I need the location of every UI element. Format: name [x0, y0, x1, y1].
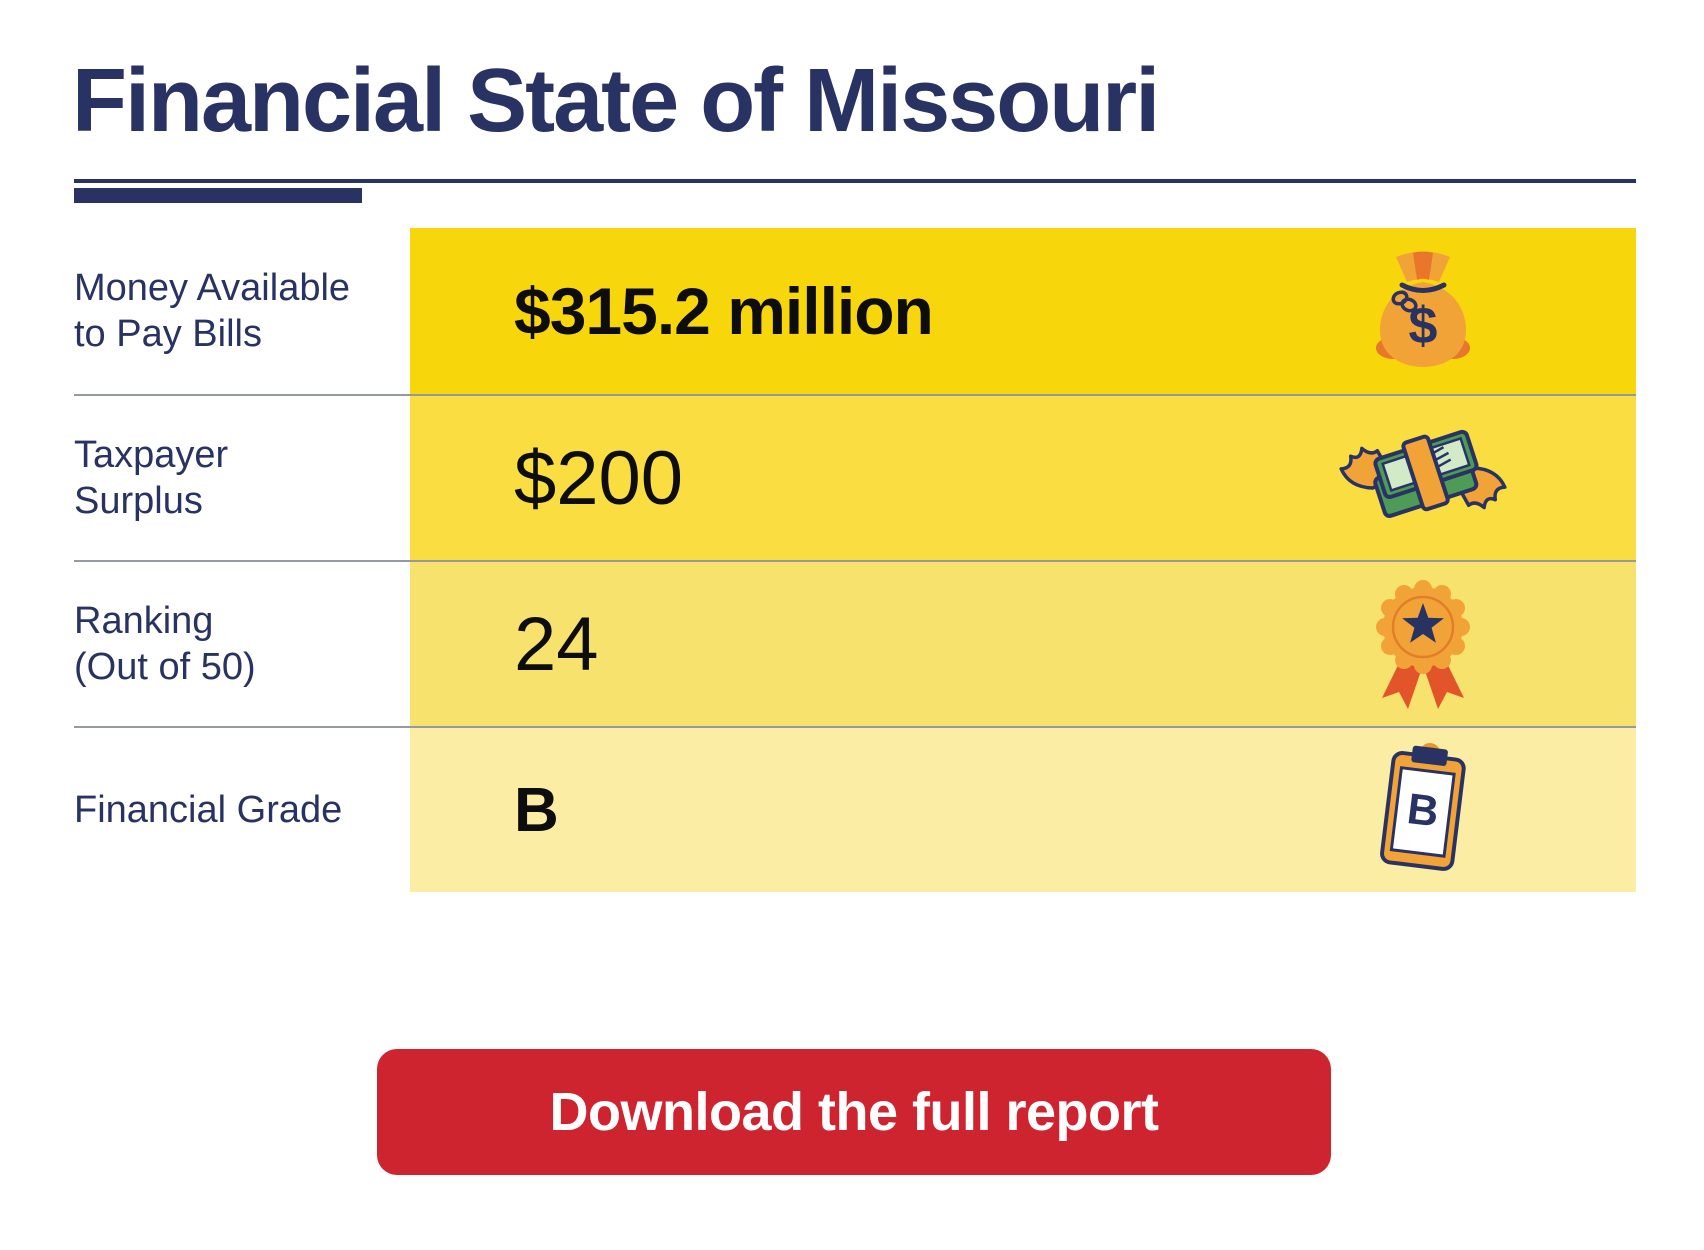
row-label-line: Ranking	[74, 599, 214, 642]
row-label-line: to Pay Bills	[74, 313, 262, 355]
row-label-line: (Out of 50)	[74, 646, 256, 688]
row-label-line: Financial Grade	[74, 788, 343, 831]
svg-text:$: $	[1409, 297, 1438, 355]
row-value-panel: $315.2 million $	[410, 228, 1636, 394]
award-ribbon-icon	[1338, 569, 1508, 719]
money-bag-icon: $	[1338, 245, 1508, 377]
page-title: Financial State of Missouri	[72, 51, 1160, 151]
row-label-line: Money Available	[74, 266, 351, 309]
row-value-panel: 24	[410, 562, 1636, 726]
row-value: $315.2 million	[514, 274, 934, 348]
flying-money-icon	[1338, 418, 1508, 538]
row-label-line: Surplus	[74, 480, 203, 522]
row-value-panel: B B	[410, 728, 1636, 892]
title-accent-bar	[74, 188, 362, 203]
row-value: B	[514, 775, 559, 845]
row-label: Money Available to Pay Bills	[74, 228, 410, 394]
row-label: Taxpayer Surplus	[74, 396, 410, 560]
row-value: 24	[514, 601, 599, 687]
table-row-ranking: Ranking (Out of 50) 24	[74, 560, 1636, 726]
clipboard-icon: B	[1338, 736, 1508, 884]
download-report-button[interactable]: Download the full report	[377, 1049, 1331, 1175]
row-value-panel: $200	[410, 396, 1636, 560]
title-underline	[74, 179, 1636, 183]
table-row-taxpayer-surplus: Taxpayer Surplus $200	[74, 394, 1636, 560]
row-value: $200	[514, 435, 684, 521]
stats-table: Money Available to Pay Bills $315.2 mill…	[74, 228, 1636, 892]
svg-text:B: B	[1404, 785, 1441, 836]
table-row-money-available: Money Available to Pay Bills $315.2 mill…	[74, 228, 1636, 394]
row-label-line: Taxpayer	[74, 433, 229, 476]
row-label: Ranking (Out of 50)	[74, 562, 410, 726]
row-label: Financial Grade	[74, 728, 410, 892]
table-row-financial-grade: Financial Grade B B	[74, 726, 1636, 892]
download-report-button-label: Download the full report	[549, 1082, 1159, 1142]
